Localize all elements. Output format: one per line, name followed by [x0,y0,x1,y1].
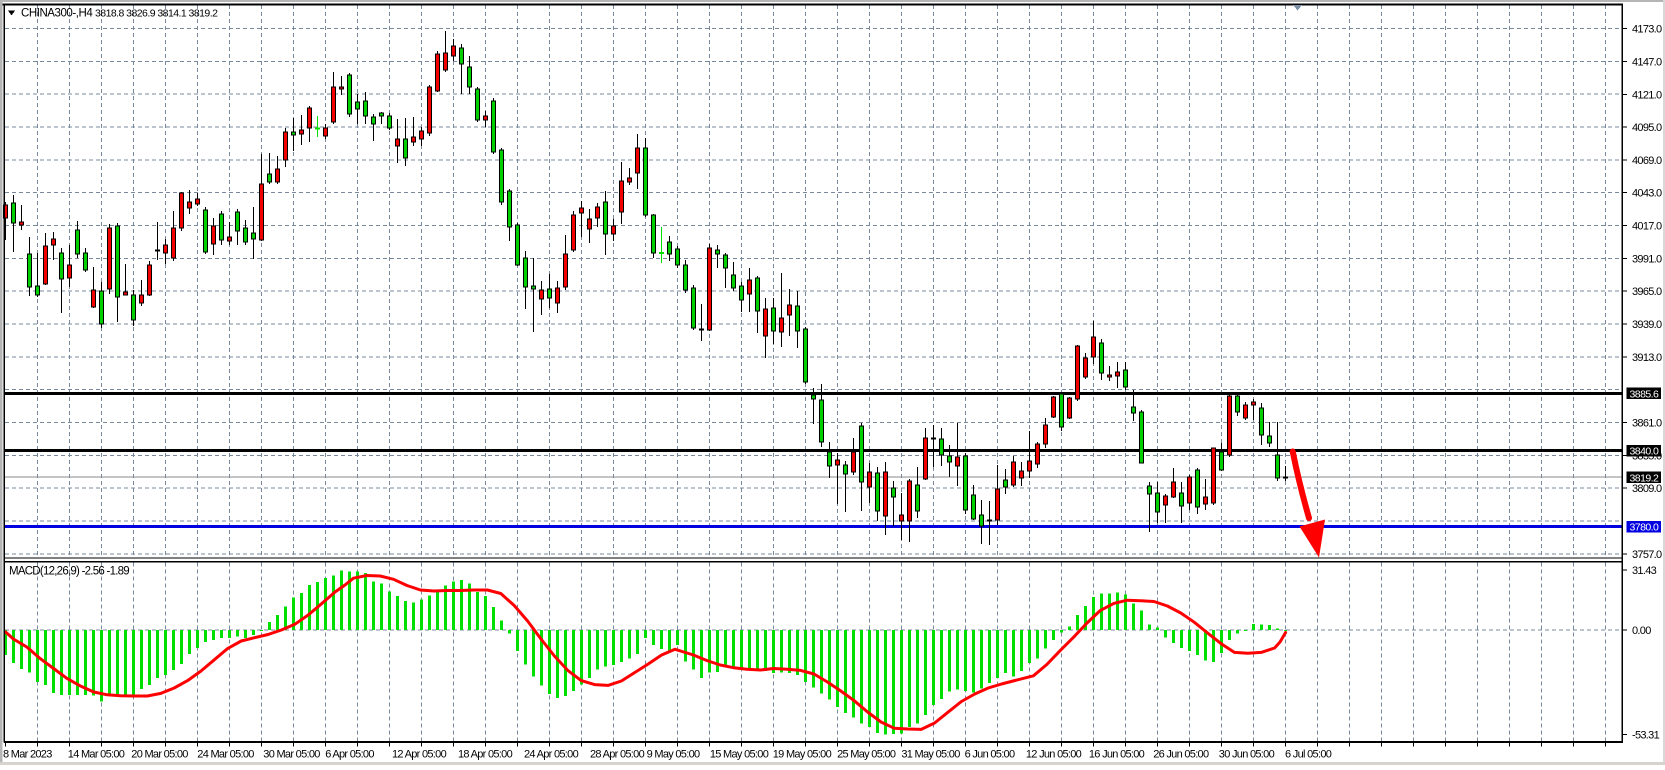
svg-text:3818.8 3826.9 3814.1 3819.2: 3818.8 3826.9 3814.1 3819.2 [95,8,218,20]
svg-text:3913.0: 3913.0 [1632,352,1662,364]
svg-text:12 Jun 05:00: 12 Jun 05:00 [1026,749,1082,761]
svg-text:4121.0: 4121.0 [1632,89,1662,101]
svg-text:30 Jun 05:00: 30 Jun 05:00 [1219,749,1275,761]
svg-text:19 May 05:00: 19 May 05:00 [773,749,832,761]
svg-text:4069.0: 4069.0 [1632,155,1662,167]
svg-text:24 Mar 05:00: 24 Mar 05:00 [197,749,254,761]
svg-text:3885.6: 3885.6 [1630,388,1660,400]
svg-text:3809.0: 3809.0 [1632,483,1662,495]
svg-text:0.00: 0.00 [1632,625,1651,637]
svg-text:14 Mar 05:00: 14 Mar 05:00 [68,749,125,761]
svg-text:9 May 05:00: 9 May 05:00 [647,749,700,761]
svg-text:6 Jul 05:00: 6 Jul 05:00 [1285,749,1332,761]
svg-text:6 Apr 05:00: 6 Apr 05:00 [325,749,374,761]
svg-text:3780.0: 3780.0 [1630,522,1660,534]
svg-text:4017.0: 4017.0 [1632,221,1662,233]
svg-text:12 Apr 05:00: 12 Apr 05:00 [392,749,447,761]
svg-text:3840.0: 3840.0 [1630,446,1660,458]
svg-text:4043.0: 4043.0 [1632,188,1662,200]
svg-text:26 Jun 05:00: 26 Jun 05:00 [1153,749,1209,761]
svg-text:3991.0: 3991.0 [1632,253,1662,265]
svg-text:31.43: 31.43 [1632,565,1657,577]
svg-text:18 Apr 05:00: 18 Apr 05:00 [458,749,513,761]
svg-text:24 Apr 05:00: 24 Apr 05:00 [524,749,579,761]
svg-text:25 May 05:00: 25 May 05:00 [837,749,896,761]
svg-text:28 Apr 05:00: 28 Apr 05:00 [590,749,645,761]
svg-text:4147.0: 4147.0 [1632,56,1662,68]
svg-text:-53.31: -53.31 [1632,730,1660,742]
svg-text:31 May 05:00: 31 May 05:00 [901,749,960,761]
svg-text:16 Jun 05:00: 16 Jun 05:00 [1089,749,1145,761]
svg-text:3939.0: 3939.0 [1632,319,1662,331]
svg-text:4095.0: 4095.0 [1632,122,1662,134]
svg-text:30 Mar 05:00: 30 Mar 05:00 [263,749,320,761]
svg-text:MACD(12,26,9) -2.56 -1.89: MACD(12,26,9) -2.56 -1.89 [9,566,129,578]
svg-text:6 Jun 05:00: 6 Jun 05:00 [965,749,1015,761]
svg-text:8 Mar 2023: 8 Mar 2023 [3,749,52,761]
svg-text:CHINA300-,H4: CHINA300-,H4 [21,8,93,20]
svg-text:3819.2: 3819.2 [1630,472,1660,484]
svg-text:15 May 05:00: 15 May 05:00 [710,749,769,761]
svg-text:3757.0: 3757.0 [1632,549,1662,561]
svg-text:20 Mar 05:00: 20 Mar 05:00 [131,749,188,761]
svg-text:4173.0: 4173.0 [1632,24,1662,36]
svg-text:3965.0: 3965.0 [1632,286,1662,298]
svg-text:3861.0: 3861.0 [1632,418,1662,430]
